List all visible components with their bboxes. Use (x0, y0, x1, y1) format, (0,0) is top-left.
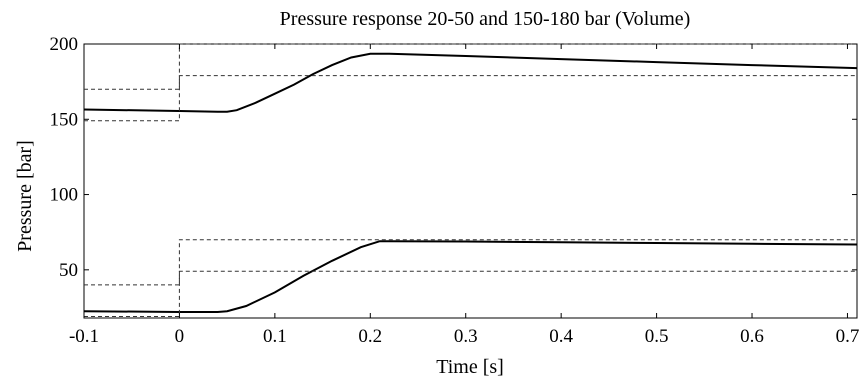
reference-line-5 (84, 270, 857, 317)
x-tick-label: 0.2 (358, 326, 382, 347)
response-line-1 (83, 240, 858, 313)
plot-area (83, 43, 858, 319)
chart-title: Pressure response 20-50 and 150-180 bar … (280, 8, 691, 30)
x-tick-label: -0.1 (69, 326, 99, 347)
x-tick-label: 0.4 (549, 326, 573, 347)
x-tick-label: 0.1 (263, 326, 287, 347)
x-tick-label: 0 (175, 326, 185, 347)
x-axis-label: Time [s] (436, 356, 504, 378)
y-tick-label: 150 (50, 109, 79, 130)
x-tick-label: 0.5 (645, 326, 669, 347)
x-tick-label: 0.7 (836, 326, 860, 347)
reference-line-2 (84, 43, 857, 90)
reference-line-4 (84, 239, 857, 286)
y-tick-label: 200 (50, 34, 79, 55)
y-tick-label: 50 (59, 260, 78, 281)
response-line-0 (83, 52, 858, 113)
y-axis-label: Pressure [bar] (14, 140, 36, 252)
x-tick-label: 0.6 (740, 326, 764, 347)
plot-frame (83, 43, 858, 319)
y-tick-label: 100 (50, 185, 79, 206)
y-axis-ticks: 50 100 150 200 (50, 34, 857, 281)
x-axis-ticks: -0.1 0 0.1 0.2 0.3 0.4 0.5 0.6 0.7 (69, 44, 859, 347)
x-tick-label: 0.3 (454, 326, 478, 347)
reference-line-3 (84, 75, 857, 122)
